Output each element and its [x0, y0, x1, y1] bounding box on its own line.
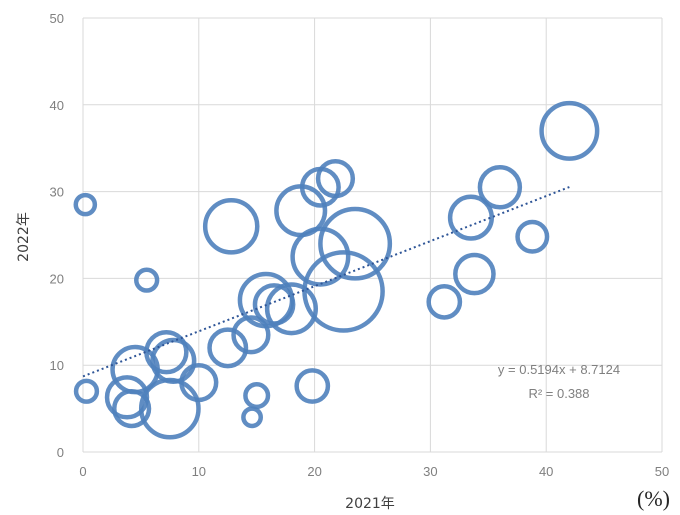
x-tick-labels: 0 10 20 30 40 50 [79, 464, 669, 479]
bubble [207, 327, 249, 369]
bubble [134, 267, 160, 293]
y-tick-label: 20 [50, 271, 64, 286]
bubble [294, 368, 331, 404]
y-tick-label: 50 [50, 11, 64, 26]
bubble [453, 252, 496, 296]
x-tick-label: 30 [423, 464, 437, 479]
y-tick-label: 10 [50, 358, 64, 373]
x-tick-label: 0 [79, 464, 86, 479]
x-tick-label: 40 [539, 464, 553, 479]
bubble [426, 283, 463, 320]
bubble [315, 158, 356, 199]
y-tick-label: 40 [50, 98, 64, 113]
y-axis-title: 2022年 [16, 212, 32, 262]
bubble [318, 206, 393, 281]
y-tick-labels: 0 10 20 30 40 50 [50, 11, 64, 460]
unit-label: (%) [637, 486, 670, 511]
bubble [202, 198, 260, 255]
trendline-r-squared: R² = 0.388 [528, 386, 589, 401]
bubble [73, 192, 98, 217]
bubble [138, 377, 201, 440]
bubble [447, 194, 495, 241]
x-tick-label: 20 [307, 464, 321, 479]
bubble [73, 378, 100, 404]
bubble [515, 219, 550, 254]
bubble [179, 362, 219, 403]
bubble [144, 329, 189, 375]
x-tick-label: 10 [192, 464, 206, 479]
y-tick-label: 0 [57, 445, 64, 460]
bubble-series [73, 100, 600, 440]
x-tick-label: 50 [655, 464, 669, 479]
bubble [112, 388, 152, 429]
bubble [477, 165, 523, 210]
bubble [241, 406, 263, 429]
bubble [243, 382, 271, 410]
trendline [82, 186, 570, 378]
bubble [231, 315, 271, 355]
bubble [264, 282, 318, 336]
bubble [302, 250, 385, 333]
x-axis-title: 2021年 [345, 496, 395, 512]
trendline-equation: y = 0.5194x + 8.7124 [498, 362, 620, 377]
bubble [290, 226, 351, 287]
y-tick-label: 30 [50, 185, 64, 200]
bubble [539, 100, 600, 161]
